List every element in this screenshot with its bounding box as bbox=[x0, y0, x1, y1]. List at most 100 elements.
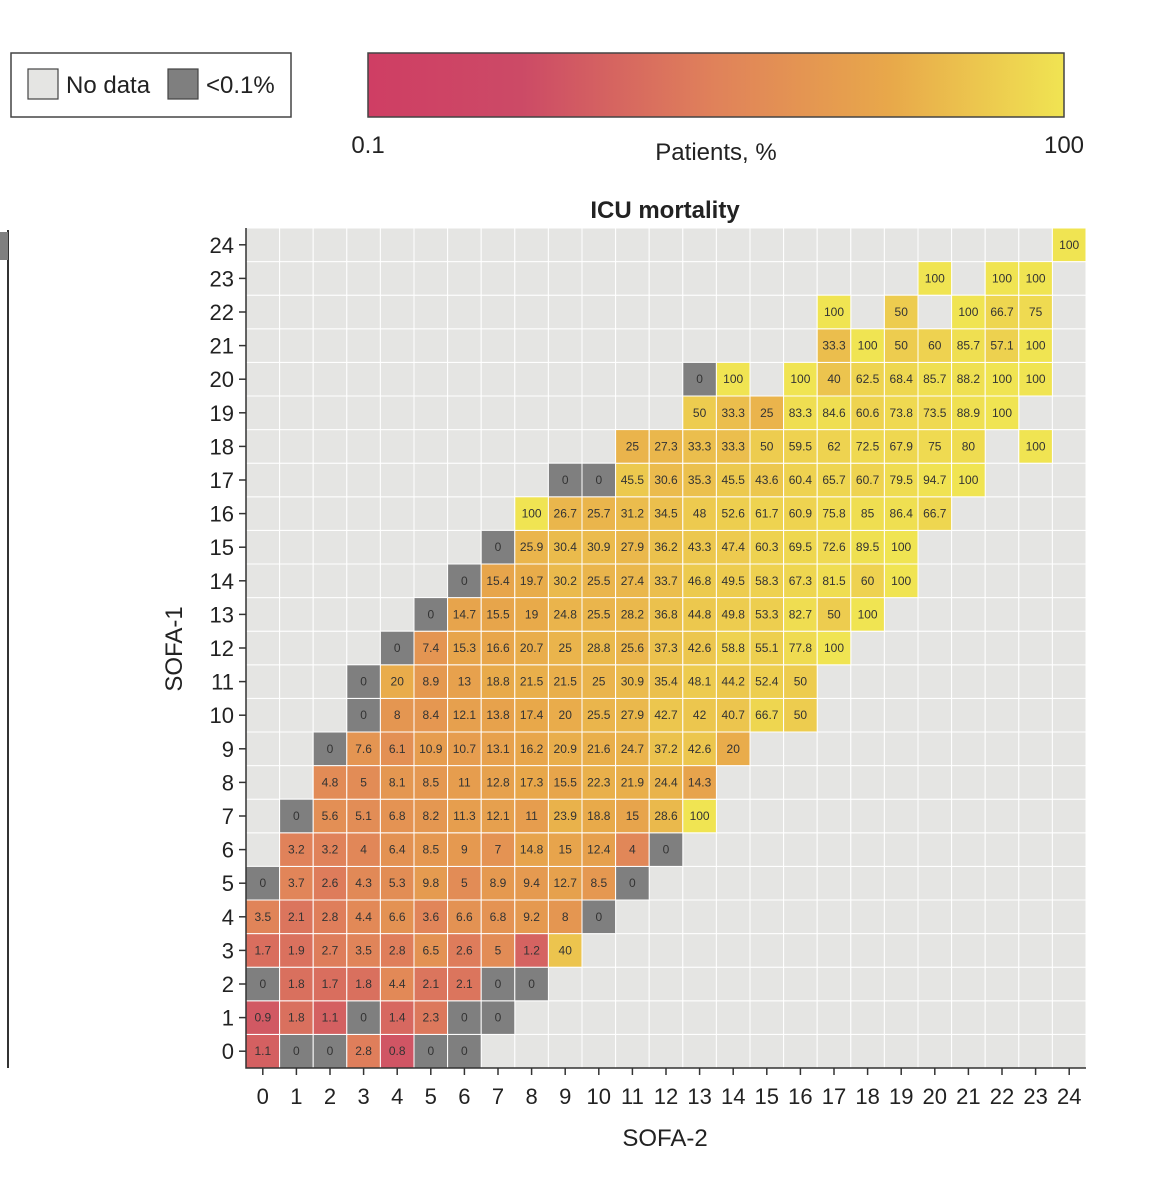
empty-cell bbox=[379, 294, 415, 330]
heatmap-cell: 0 bbox=[480, 1000, 516, 1035]
heatmap-cell: 40 bbox=[816, 361, 852, 397]
y-tick-label: 10 bbox=[210, 703, 234, 728]
heatmap-cell: 60.3 bbox=[749, 529, 785, 565]
empty-cell bbox=[1018, 865, 1053, 901]
heatmap-cell-label: 15.5 bbox=[554, 775, 578, 789]
heatmap-cell-label: 11 bbox=[458, 775, 471, 789]
heatmap-cell: 0.9 bbox=[245, 1000, 281, 1035]
heatmap-cell-label: 85 bbox=[861, 507, 875, 521]
heatmap-cell-rect bbox=[379, 1000, 415, 1035]
empty-cell bbox=[749, 798, 785, 834]
empty-cell bbox=[850, 697, 885, 733]
heatmap-cell-label: 100 bbox=[925, 271, 945, 285]
heatmap-cell: 8 bbox=[547, 899, 583, 935]
heatmap-cell: 12.7 bbox=[547, 865, 583, 901]
x-tick-label: 22 bbox=[990, 1084, 1014, 1109]
heatmap-cell-label: 0 bbox=[427, 607, 434, 621]
heatmap-cell-label: 22.3 bbox=[587, 775, 611, 789]
heatmap-cell-rect bbox=[346, 765, 381, 800]
empty-cell bbox=[951, 261, 986, 296]
heatmap-cell-label: 66.7 bbox=[990, 305, 1014, 319]
empty-cell bbox=[749, 933, 785, 968]
heatmap-cell-label: 25 bbox=[559, 641, 573, 655]
heatmap-cell-label: 13.1 bbox=[486, 742, 510, 756]
heatmap-cell: 28.8 bbox=[581, 630, 617, 666]
empty-cell bbox=[783, 865, 818, 901]
empty-cell bbox=[547, 1000, 583, 1035]
heatmap-cell-label: 48.1 bbox=[688, 675, 712, 689]
empty-cell bbox=[917, 294, 953, 330]
heatmap-cell-label: 47.4 bbox=[722, 540, 746, 554]
heatmap-cell-rect bbox=[783, 664, 818, 699]
heatmap-cell-label: 100 bbox=[1026, 271, 1046, 285]
empty-cell bbox=[850, 966, 885, 1002]
heatmap-cell: 100 bbox=[850, 597, 885, 632]
heatmap-cell-label: 2.8 bbox=[389, 943, 406, 957]
empty-cell bbox=[1018, 597, 1053, 632]
heatmap-cell-label: 60.9 bbox=[789, 507, 813, 521]
heatmap-cell: 23.9 bbox=[547, 798, 583, 834]
y-axis-title: SOFA-1 bbox=[161, 606, 188, 691]
heatmap-cell-rect bbox=[312, 1033, 348, 1069]
heatmap-cell-label: 66.7 bbox=[923, 507, 947, 521]
heatmap-cell: 4.3 bbox=[346, 865, 381, 901]
heatmap-cell: 8 bbox=[379, 697, 415, 733]
heatmap-cell: 100 bbox=[783, 361, 818, 397]
heatmap-cell-rect bbox=[783, 697, 818, 733]
empty-cell bbox=[951, 630, 986, 666]
empty-cell bbox=[715, 899, 751, 935]
heatmap-cell: 19.7 bbox=[514, 563, 549, 599]
heatmap-cell: 25.5 bbox=[581, 697, 617, 733]
empty-cell bbox=[816, 899, 852, 935]
x-tick-label: 15 bbox=[755, 1084, 779, 1109]
empty-cell bbox=[514, 395, 549, 431]
heatmap-cell-rect bbox=[514, 865, 549, 901]
empty-cell bbox=[951, 1000, 986, 1035]
heatmap-cell-rect bbox=[749, 496, 785, 531]
empty-cell bbox=[447, 227, 482, 263]
heatmap-cell-label: 53.3 bbox=[755, 607, 779, 621]
empty-cell bbox=[245, 697, 281, 733]
heatmap-cell-rect bbox=[447, 899, 482, 935]
heatmap-cell-rect bbox=[648, 832, 684, 867]
heatmap-cell: 100 bbox=[816, 630, 852, 666]
heatmap-cell-label: 4 bbox=[360, 843, 367, 857]
empty-cell bbox=[984, 1000, 1020, 1035]
empty-cell bbox=[1051, 328, 1087, 363]
heatmap-cell-rect bbox=[615, 865, 650, 901]
empty-cell bbox=[917, 731, 953, 767]
colorbar-title: Patients, % bbox=[655, 139, 776, 166]
heatmap-cell: 27.9 bbox=[615, 697, 650, 733]
empty-cell bbox=[245, 462, 281, 498]
empty-cell bbox=[984, 429, 1020, 464]
heatmap-cell: 44.2 bbox=[715, 664, 751, 699]
empty-cell bbox=[883, 630, 919, 666]
heatmap-cell-label: 0 bbox=[528, 977, 535, 991]
lt-label: <0.1% bbox=[206, 72, 275, 99]
empty-cell bbox=[312, 496, 348, 531]
empty-cell bbox=[581, 429, 617, 464]
heatmap-cell: 60 bbox=[917, 328, 953, 363]
empty-cell bbox=[279, 731, 314, 767]
heatmap-cell-label: 0 bbox=[461, 574, 468, 588]
heatmap-cell-label: 12.7 bbox=[554, 876, 578, 890]
heatmap-cell: 0 bbox=[346, 697, 381, 733]
heatmap-cell-label: 3.5 bbox=[355, 943, 372, 957]
heatmap-cell-label: 0 bbox=[360, 1011, 367, 1025]
heatmap-cell: 5 bbox=[447, 865, 482, 901]
heatmap-cell: 8.5 bbox=[413, 765, 449, 800]
empty-cell bbox=[413, 496, 449, 531]
heatmap-cell-label: 0 bbox=[327, 742, 334, 756]
empty-cell bbox=[850, 227, 885, 263]
heatmap-cell-label: 21.6 bbox=[587, 742, 611, 756]
heatmap-cell-rect bbox=[514, 630, 549, 666]
heatmap-cell: 58.3 bbox=[749, 563, 785, 599]
heatmap-cell-label: 0 bbox=[259, 876, 266, 890]
heatmap-cell-rect bbox=[682, 361, 717, 397]
empty-cell bbox=[480, 294, 516, 330]
heatmap-cell: 20.9 bbox=[547, 731, 583, 767]
heatmap-cell-label: 5.3 bbox=[389, 876, 406, 890]
empty-cell bbox=[1018, 1033, 1053, 1069]
empty-cell bbox=[480, 462, 516, 498]
heatmap-cell-rect bbox=[514, 496, 549, 531]
